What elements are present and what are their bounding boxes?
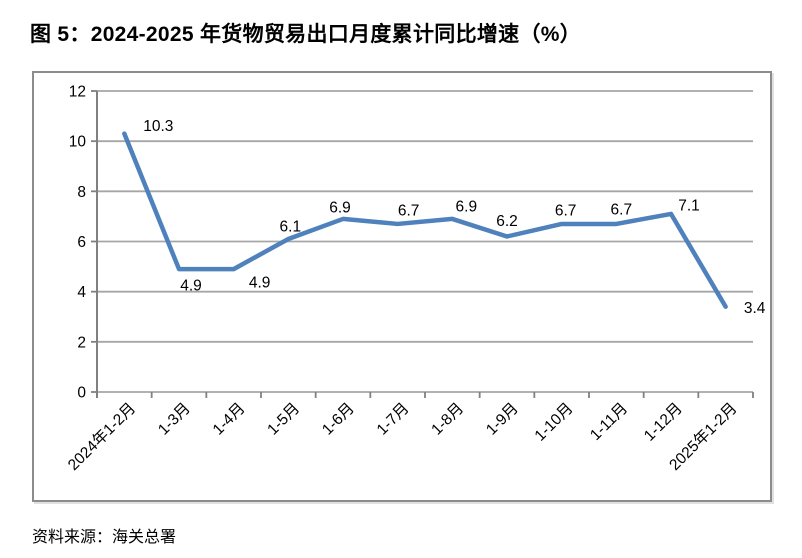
x-axis-label: 1-12月	[641, 400, 686, 445]
data-point-label: 4.9	[180, 278, 202, 295]
data-point-label: 3.4	[744, 300, 766, 317]
x-axis-label: 1-11月	[587, 400, 631, 444]
data-point-label: 6.7	[611, 201, 633, 218]
x-axis-label: 1-6月	[319, 400, 358, 439]
data-point-label: 4.9	[249, 275, 271, 292]
y-axis-label: 8	[77, 184, 86, 201]
y-axis-label: 12	[69, 84, 86, 101]
y-axis-label: 10	[69, 134, 87, 151]
x-axis-label: 1-10月	[532, 400, 577, 445]
data-point-label: 7.1	[678, 197, 700, 214]
x-axis-label: 1-3月	[155, 400, 194, 439]
x-axis-label: 2024年1-2月	[64, 399, 139, 474]
data-point-label: 6.9	[329, 199, 351, 216]
y-axis-label: 4	[77, 284, 86, 301]
chart-area: 0 2 4 6 8 10 12 2024年1-2月 1-3月 1-4月 1-5月 1-6月 1-7月 1-…	[32, 71, 772, 502]
y-axis-label: 6	[77, 234, 86, 251]
data-point-label: 6.9	[456, 198, 478, 215]
data-point-label: 10.3	[143, 118, 173, 135]
x-axis-label: 1-5月	[264, 400, 303, 439]
x-axis-label: 1-4月	[210, 400, 249, 439]
data-point-label: 6.2	[496, 213, 518, 230]
x-axis-label: 1-8月	[428, 400, 467, 439]
y-axis-label: 2	[77, 334, 86, 351]
source-note: 资料来源：海关总署	[32, 529, 177, 546]
chart-title: 图 5：2024-2025 年货物贸易出口月度累计同比增速（%）	[30, 23, 582, 46]
data-point-label: 6.7	[555, 202, 577, 219]
data-point-label: 6.1	[280, 218, 302, 235]
x-axis-label: 1-7月	[374, 400, 413, 439]
line-chart: 0 2 4 6 8 10 12 2024年1-2月 1-3月 1-4月 1-5月 1-6月 1-7月 1-…	[64, 84, 766, 474]
y-axis-label: 0	[77, 385, 86, 402]
x-axis-label: 1-9月	[483, 400, 522, 439]
data-series-line	[122, 131, 728, 309]
data-point-label: 6.7	[398, 202, 420, 219]
